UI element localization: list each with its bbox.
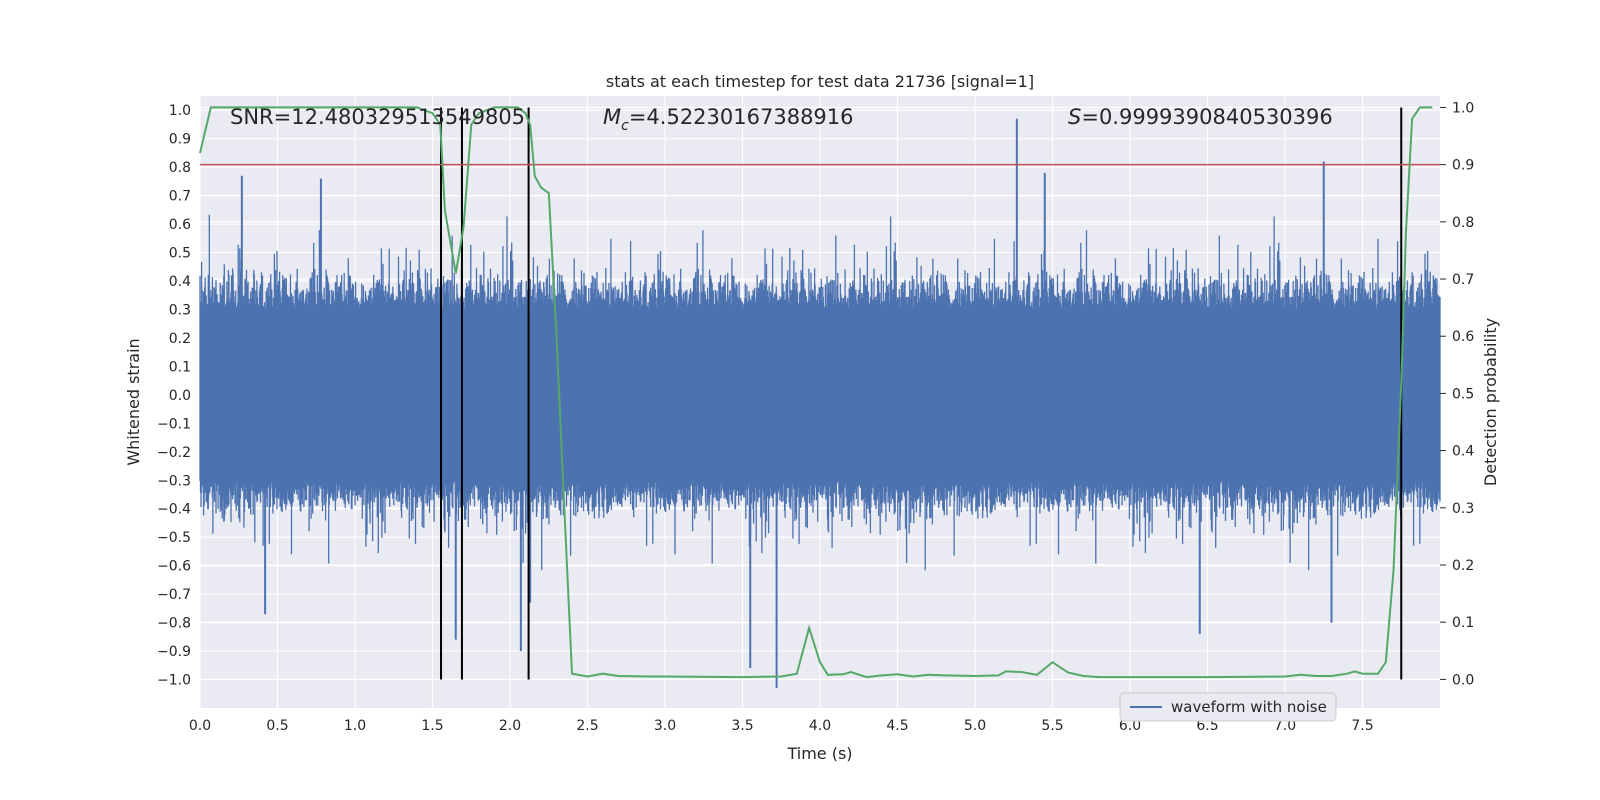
y-right-tick-label: 0.8 xyxy=(1452,215,1474,231)
y-left-tick-label: 0.6 xyxy=(169,217,191,233)
snr-annotation: SNR=12.480329513549805 xyxy=(230,105,525,129)
probability-line xyxy=(199,106,1433,679)
waveform-core xyxy=(200,318,1440,472)
x-tick-label: 7.5 xyxy=(1351,718,1373,734)
waveform-series xyxy=(199,118,1441,689)
x-tick-label: 1.0 xyxy=(344,718,366,734)
x-tick-label: 2.0 xyxy=(499,718,521,734)
y-left-tick-label: −1.0 xyxy=(157,673,191,689)
x-tick-label: 6.0 xyxy=(1119,718,1141,734)
x-axis-label: Time (s) xyxy=(786,744,852,763)
x-tick-label: 5.5 xyxy=(1041,718,1063,734)
right-y-axis-ticks: 0.0 0.1 0.2 0.3 0.4 0.5 0.6 0.7 0.8 0.9 1.0 xyxy=(1440,100,1474,688)
x-tick-label: 3.0 xyxy=(654,718,676,734)
legend-entry: waveform with noise xyxy=(1171,698,1327,716)
y-right-tick-label: 0.0 xyxy=(1452,672,1474,688)
y-left-tick-label: −0.7 xyxy=(157,587,191,603)
chirp-mass-symbol: M xyxy=(603,105,621,129)
x-tick-label: 7.0 xyxy=(1274,718,1296,734)
vertical-markers xyxy=(440,107,1403,680)
chirp-mass-value: =4.52230167388916 xyxy=(629,105,854,129)
y-right-tick-label: 0.2 xyxy=(1452,558,1474,574)
y-left-tick-label: −0.5 xyxy=(157,530,191,546)
x-tick-label: 0.5 xyxy=(266,718,288,734)
y-left-tick-label: −0.9 xyxy=(157,644,191,660)
score-value: =0.9999390840530396 xyxy=(1081,105,1332,129)
y-left-tick-label: 1.0 xyxy=(169,103,191,119)
left-y-axis-ticks: −1.0 −0.9 −0.8 −0.7 −0.6 −0.5 −0.4 −0.3 −0.2 −0.1… xyxy=(157,103,191,688)
y-left-tick-label: −0.6 xyxy=(157,559,191,575)
y-left-tick-label: 0.2 xyxy=(169,331,191,347)
x-tick-label: 1.5 xyxy=(421,718,443,734)
y-left-tick-label: 0.8 xyxy=(169,160,191,176)
y-left-tick-label: 0.1 xyxy=(169,359,191,375)
left-y-axis-label: Whitened strain xyxy=(124,338,143,465)
y-right-tick-label: 0.7 xyxy=(1452,272,1474,288)
y-right-tick-label: 0.3 xyxy=(1452,501,1474,517)
y-left-tick-label: −0.2 xyxy=(157,445,191,461)
y-left-tick-label: 0.5 xyxy=(169,246,191,262)
y-left-tick-label: −0.1 xyxy=(157,416,191,432)
x-tick-label: 5.0 xyxy=(964,718,986,734)
y-right-tick-label: 1.0 xyxy=(1452,100,1474,116)
y-right-tick-label: 0.6 xyxy=(1452,329,1474,345)
chart-title: stats at each timestep for test data 217… xyxy=(606,72,1034,91)
x-tick-label: 2.5 xyxy=(576,718,598,734)
probability-series xyxy=(199,106,1433,679)
y-left-tick-label: −0.4 xyxy=(157,502,191,518)
score-symbol: S xyxy=(1068,105,1081,129)
y-left-tick-label: 0.9 xyxy=(169,132,191,148)
y-left-tick-label: 0.0 xyxy=(169,388,191,404)
legend: waveform with noise xyxy=(1119,692,1337,722)
x-tick-label: 4.5 xyxy=(886,718,908,734)
y-left-tick-label: 0.3 xyxy=(169,302,191,318)
y-right-tick-label: 0.5 xyxy=(1452,386,1474,402)
right-y-axis-label: Detection probability xyxy=(1481,318,1500,486)
score-annotation: S=0.9999390840530396 xyxy=(1068,105,1333,129)
chirp-mass-subscript: c xyxy=(621,118,629,134)
x-tick-label: 0.0 xyxy=(189,718,211,734)
y-right-tick-label: 0.4 xyxy=(1452,444,1474,460)
y-left-tick-label: 0.4 xyxy=(169,274,191,290)
x-tick-label: 4.0 xyxy=(809,718,831,734)
x-tick-label: 6.5 xyxy=(1196,718,1218,734)
chirp-mass-annotation: Mc=4.52230167388916 xyxy=(603,105,854,134)
x-axis-ticks: 0.0 0.5 1.0 1.5 2.0 2.5 3.0 3.5 4.0 4.5 5.0 5.5 6.0 6… xyxy=(189,718,1374,734)
y-left-tick-label: −0.3 xyxy=(157,473,191,489)
y-left-tick-label: −0.8 xyxy=(157,616,191,632)
legend-box xyxy=(1119,692,1337,722)
y-left-tick-label: 0.7 xyxy=(169,189,191,205)
y-right-tick-label: 0.9 xyxy=(1452,158,1474,174)
y-right-tick-label: 0.1 xyxy=(1452,615,1474,631)
x-tick-label: 3.5 xyxy=(731,718,753,734)
